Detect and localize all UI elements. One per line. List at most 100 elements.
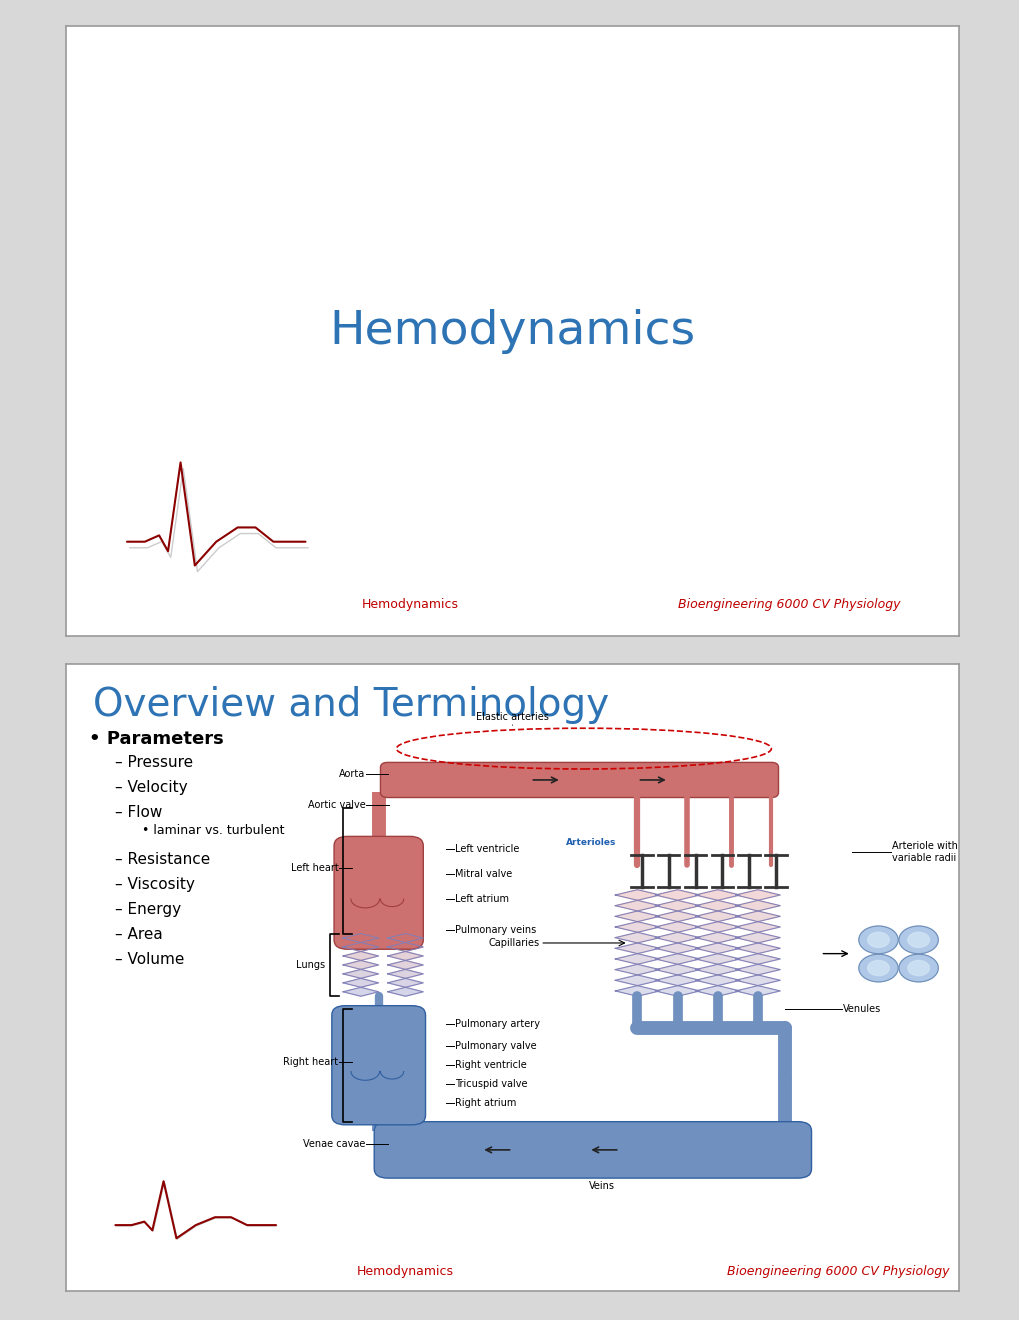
Polygon shape [655, 911, 699, 921]
Polygon shape [695, 942, 740, 953]
Polygon shape [655, 953, 699, 965]
Polygon shape [342, 987, 378, 997]
Polygon shape [342, 961, 378, 969]
Text: Left heart: Left heart [290, 863, 338, 873]
Text: Aorta: Aorta [338, 768, 365, 779]
Polygon shape [342, 933, 378, 942]
Text: Arteriole with
variable radii: Arteriole with variable radii [891, 841, 957, 863]
Text: • Parameters: • Parameters [89, 730, 223, 748]
Polygon shape [614, 911, 659, 921]
Text: Hemodynamics: Hemodynamics [361, 598, 458, 611]
Text: Veins: Veins [588, 1181, 614, 1191]
Text: Pulmonary valve: Pulmonary valve [454, 1041, 536, 1052]
Text: Tricuspid valve: Tricuspid valve [454, 1078, 527, 1089]
Text: Left atrium: Left atrium [454, 894, 508, 904]
Text: Pulmonary veins: Pulmonary veins [454, 925, 535, 936]
Text: • laminar vs. turbulent: • laminar vs. turbulent [142, 824, 284, 837]
Polygon shape [695, 975, 740, 986]
Polygon shape [342, 952, 378, 961]
Polygon shape [614, 986, 659, 997]
Circle shape [867, 932, 889, 948]
Text: Right heart: Right heart [283, 1057, 338, 1067]
Polygon shape [655, 942, 699, 953]
Polygon shape [614, 900, 659, 911]
Polygon shape [614, 942, 659, 953]
Circle shape [898, 954, 937, 982]
Polygon shape [342, 969, 378, 978]
Circle shape [898, 927, 937, 953]
Polygon shape [695, 900, 740, 911]
Polygon shape [695, 911, 740, 921]
Polygon shape [387, 978, 423, 987]
Polygon shape [655, 975, 699, 986]
Polygon shape [655, 932, 699, 942]
Text: Left ventricle: Left ventricle [454, 843, 519, 854]
Text: Hemodynamics: Hemodynamics [329, 309, 695, 354]
Text: – Area: – Area [115, 927, 163, 942]
Circle shape [907, 932, 928, 948]
Polygon shape [735, 965, 780, 975]
Polygon shape [695, 986, 740, 997]
Circle shape [858, 927, 898, 953]
Polygon shape [614, 975, 659, 986]
Circle shape [858, 954, 898, 982]
Polygon shape [614, 932, 659, 942]
Text: – Resistance: – Resistance [115, 853, 211, 867]
Polygon shape [655, 965, 699, 975]
Polygon shape [735, 921, 780, 932]
Text: – Viscosity: – Viscosity [115, 876, 195, 892]
FancyBboxPatch shape [380, 763, 777, 797]
Polygon shape [735, 890, 780, 900]
Text: Lungs: Lungs [296, 960, 325, 970]
Text: Overview and Terminology: Overview and Terminology [93, 686, 608, 723]
Polygon shape [735, 953, 780, 965]
Polygon shape [735, 932, 780, 942]
Polygon shape [695, 965, 740, 975]
Text: Hemodynamics: Hemodynamics [357, 1266, 453, 1278]
Text: Arterioles: Arterioles [566, 838, 615, 847]
Text: Bioengineering 6000 CV Physiology: Bioengineering 6000 CV Physiology [727, 1266, 949, 1278]
FancyBboxPatch shape [331, 1006, 425, 1125]
Text: Venae cavae: Venae cavae [303, 1139, 365, 1148]
Polygon shape [614, 921, 659, 932]
Text: Capillaries: Capillaries [488, 939, 539, 948]
Polygon shape [735, 911, 780, 921]
Polygon shape [387, 952, 423, 961]
Circle shape [907, 961, 928, 975]
Polygon shape [387, 987, 423, 997]
Text: Bioengineering 6000 CV Physiology: Bioengineering 6000 CV Physiology [678, 598, 900, 611]
Text: – Velocity: – Velocity [115, 780, 187, 795]
Polygon shape [735, 975, 780, 986]
Polygon shape [695, 890, 740, 900]
Text: Venules: Venules [842, 1003, 880, 1014]
Polygon shape [387, 969, 423, 978]
Polygon shape [695, 932, 740, 942]
Polygon shape [655, 890, 699, 900]
Text: Mitral valve: Mitral valve [454, 869, 512, 879]
Polygon shape [387, 961, 423, 969]
FancyBboxPatch shape [334, 837, 423, 949]
Polygon shape [655, 921, 699, 932]
Polygon shape [387, 942, 423, 952]
Polygon shape [655, 986, 699, 997]
Text: – Volume: – Volume [115, 953, 184, 968]
Circle shape [867, 961, 889, 975]
Polygon shape [695, 953, 740, 965]
Polygon shape [614, 965, 659, 975]
Polygon shape [735, 942, 780, 953]
Polygon shape [655, 900, 699, 911]
Text: Right atrium: Right atrium [454, 1098, 516, 1107]
Polygon shape [735, 986, 780, 997]
Text: Pulmonary artery: Pulmonary artery [454, 1019, 539, 1030]
Polygon shape [614, 953, 659, 965]
Polygon shape [614, 890, 659, 900]
Polygon shape [695, 921, 740, 932]
Polygon shape [342, 942, 378, 952]
FancyBboxPatch shape [374, 1122, 811, 1177]
Text: Elastic arteries: Elastic arteries [476, 711, 548, 722]
Text: – Energy: – Energy [115, 903, 181, 917]
Polygon shape [735, 900, 780, 911]
Text: Right ventricle: Right ventricle [454, 1060, 526, 1071]
Text: Aortic valve: Aortic valve [308, 800, 365, 810]
Polygon shape [387, 933, 423, 942]
